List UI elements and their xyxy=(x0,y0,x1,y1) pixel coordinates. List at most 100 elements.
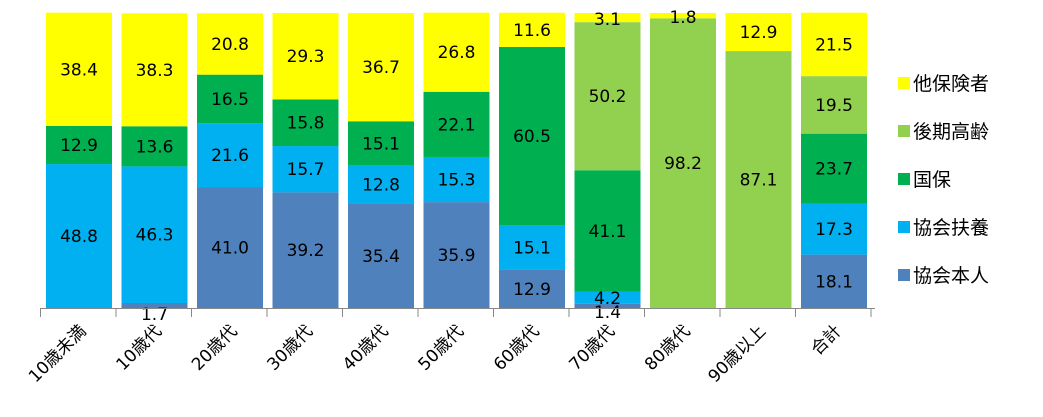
data-label-7-2: 15.1 xyxy=(513,239,551,259)
bar-segment-10-5 xyxy=(725,13,792,52)
data-label-7-1: 12.9 xyxy=(513,280,551,300)
data-label-6-5: 26.8 xyxy=(438,43,476,63)
data-label-4-2: 15.7 xyxy=(287,160,325,180)
bar-segment-4-5 xyxy=(272,13,339,100)
bar-segment-7-3 xyxy=(499,46,565,226)
x-tick-label-10: 90歳以上 xyxy=(705,321,771,387)
legend-label-1: 他保険者 xyxy=(913,73,989,95)
bar-segment-2-1 xyxy=(121,302,188,308)
bar-segment-3-3 xyxy=(197,74,263,124)
bar-segment-5-3 xyxy=(348,121,414,166)
bar-segment-1-3 xyxy=(46,125,112,165)
bar-segment-9-4 xyxy=(650,18,716,309)
bar-segment-11-4 xyxy=(801,76,867,134)
bar-segment-1-5 xyxy=(46,12,112,126)
bar-segment-10-4 xyxy=(725,51,792,309)
x-tick-label-5: 40歳代 xyxy=(339,321,392,374)
data-label-5-2: 12.8 xyxy=(362,176,400,196)
x-tick-label-2: 10歳代 xyxy=(113,321,166,374)
data-label-8-4: 50.2 xyxy=(589,87,627,107)
bar-segment-8-3 xyxy=(574,170,641,292)
data-label-7-5: 11.6 xyxy=(513,21,551,41)
bar-segment-11-5 xyxy=(801,12,867,77)
data-label-3-5: 20.8 xyxy=(211,35,249,55)
data-label-2-2: 46.3 xyxy=(136,226,174,246)
legend-swatch-2 xyxy=(898,125,910,137)
data-label-11-4: 19.5 xyxy=(815,96,853,116)
data-label-9-4: 98.2 xyxy=(664,154,702,174)
x-tick-label-4: 30歳代 xyxy=(264,321,317,374)
bar-segment-6-1 xyxy=(423,202,490,308)
bar-segment-3-5 xyxy=(197,13,263,75)
data-label-11-1: 18.1 xyxy=(815,272,853,292)
bar-segment-5-1 xyxy=(348,203,414,308)
data-label-5-3: 15.1 xyxy=(362,135,400,155)
data-label-8-3: 41.1 xyxy=(589,222,627,242)
data-label-6-3: 22.1 xyxy=(438,115,476,135)
data-label-10-5: 12.9 xyxy=(740,23,778,43)
x-tick-label-11: 合計 xyxy=(807,321,845,359)
legend-label-4: 協会扶養 xyxy=(913,217,989,239)
bar-segment-1-2 xyxy=(46,164,112,308)
data-label-6-1: 35.9 xyxy=(438,246,476,266)
data-label-11-2: 17.3 xyxy=(815,220,853,240)
bar-segment-3-2 xyxy=(197,123,263,188)
bar-segment-7-5 xyxy=(499,12,565,47)
data-label-8-2: 4.2 xyxy=(594,289,621,309)
x-tick-label-3: 20歳代 xyxy=(188,321,241,374)
data-label-8-5: 3.1 xyxy=(594,10,621,30)
bar-segment-2-2 xyxy=(121,166,188,303)
legend-swatch-1 xyxy=(898,77,910,89)
bar-segment-11-3 xyxy=(801,133,867,204)
legend-swatch-5 xyxy=(898,269,910,281)
legend-label-5: 協会本人 xyxy=(913,265,989,287)
x-tick-label-8: 70歳代 xyxy=(566,321,619,374)
bar-segment-6-3 xyxy=(423,91,490,157)
bar-segment-8-2 xyxy=(574,291,641,304)
legend-swatch-4 xyxy=(898,221,910,233)
bar-segment-3-1 xyxy=(197,187,263,308)
data-label-1-3: 12.9 xyxy=(60,136,98,156)
bar-segment-7-1 xyxy=(499,269,565,308)
data-label-6-2: 15.3 xyxy=(438,171,476,191)
data-label-4-3: 15.8 xyxy=(287,114,325,134)
bar-segment-11-2 xyxy=(801,203,867,255)
data-label-9-5: 1.8 xyxy=(669,8,696,28)
data-label-4-1: 39.2 xyxy=(287,241,325,261)
data-label-2-3: 13.6 xyxy=(136,137,174,157)
data-label-11-3: 23.7 xyxy=(815,160,853,180)
x-tick-label-7: 60歳代 xyxy=(490,321,543,374)
data-labels-group: 48.8 12.9 38.4 1.7 46.3 13.6 38.3 41.0 21.6 16.5 2… xyxy=(60,8,853,325)
data-label-1-5: 38.4 xyxy=(60,60,98,80)
data-label-3-3: 16.5 xyxy=(211,90,249,110)
bar-segment-4-1 xyxy=(272,192,339,308)
legend-label-3: 国保 xyxy=(913,169,951,191)
x-tick-label-6: 50歳代 xyxy=(415,321,468,374)
data-label-3-1: 41.0 xyxy=(211,239,249,259)
data-label-11-5: 21.5 xyxy=(815,35,853,55)
data-label-5-5: 36.7 xyxy=(362,58,400,78)
bar-segment-7-2 xyxy=(499,225,565,270)
bar-segment-5-5 xyxy=(348,13,414,122)
bar-segment-8-5 xyxy=(574,13,641,23)
data-label-5-1: 35.4 xyxy=(362,247,400,267)
bar-segment-2-3 xyxy=(121,126,188,167)
data-label-2-1: 1.7 xyxy=(141,305,168,325)
data-label-1-2: 48.8 xyxy=(60,227,98,247)
x-tick-label-9: 80歳代 xyxy=(641,321,694,374)
bar-segment-11-1 xyxy=(801,254,867,308)
legend-swatch-3 xyxy=(898,173,910,185)
bar-segment-9-5 xyxy=(650,13,716,19)
data-label-7-3: 60.5 xyxy=(513,127,551,147)
bar-segment-2-5 xyxy=(121,13,188,127)
data-label-10-4: 87.1 xyxy=(740,171,778,191)
bar-segment-4-2 xyxy=(272,146,339,193)
legend-label-2: 後期高齢 xyxy=(913,121,989,143)
bar-segment-6-2 xyxy=(423,156,490,203)
bar-segment-5-2 xyxy=(348,165,414,204)
bar-segment-4-3 xyxy=(272,99,339,147)
bar-segment-8-1 xyxy=(574,303,641,308)
data-label-4-5: 29.3 xyxy=(287,47,325,67)
